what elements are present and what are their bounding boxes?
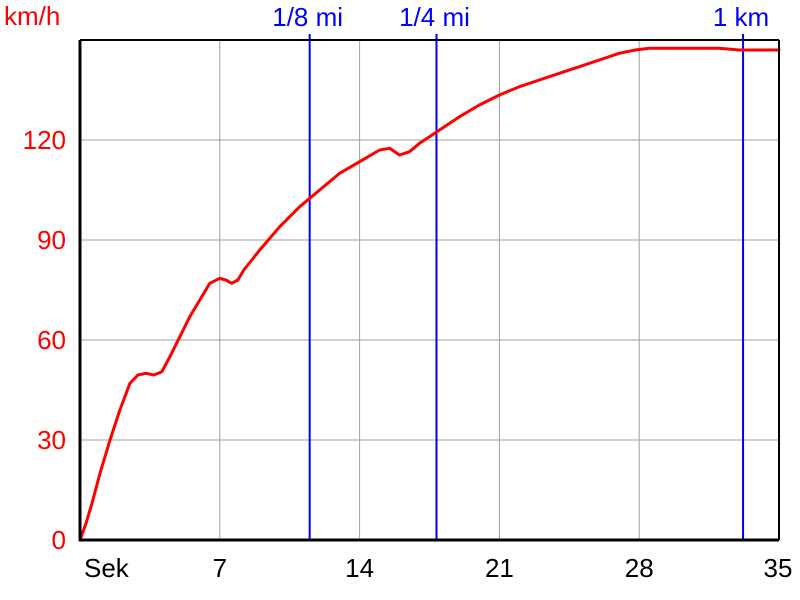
x-tick-label-2: 21 bbox=[485, 553, 514, 583]
y-tick-label-0: 0 bbox=[52, 525, 66, 555]
series-lines bbox=[78, 46, 781, 542]
x-axis-label: Sek bbox=[84, 553, 130, 583]
x-tick-label-3: 28 bbox=[625, 553, 654, 583]
marker-label-0: 1/8 mi bbox=[272, 2, 343, 32]
marker-label-1: 1/4 mi bbox=[399, 2, 470, 32]
tick-labels: 0 30 60 90 120 7 14 21 28 35 bbox=[23, 125, 793, 583]
x-tick-label-0: 7 bbox=[213, 553, 227, 583]
axes bbox=[78, 39, 780, 542]
series-line-0 bbox=[78, 46, 781, 542]
y-tick-label-1: 30 bbox=[37, 425, 66, 455]
y-tick-label-2: 60 bbox=[37, 325, 66, 355]
x-tick-label-4: 35 bbox=[764, 553, 793, 583]
y-tick-label-4: 120 bbox=[23, 125, 66, 155]
marker-label-2: 1 km bbox=[713, 2, 769, 32]
y-tick-label-3: 90 bbox=[37, 225, 66, 255]
distance-markers: 1/8 mi 1/4 mi 1 km bbox=[272, 2, 769, 540]
plot-area bbox=[80, 40, 779, 540]
grid-lines bbox=[80, 40, 779, 540]
y-axis-label: km/h bbox=[4, 1, 60, 31]
x-tick-label-1: 14 bbox=[345, 553, 374, 583]
